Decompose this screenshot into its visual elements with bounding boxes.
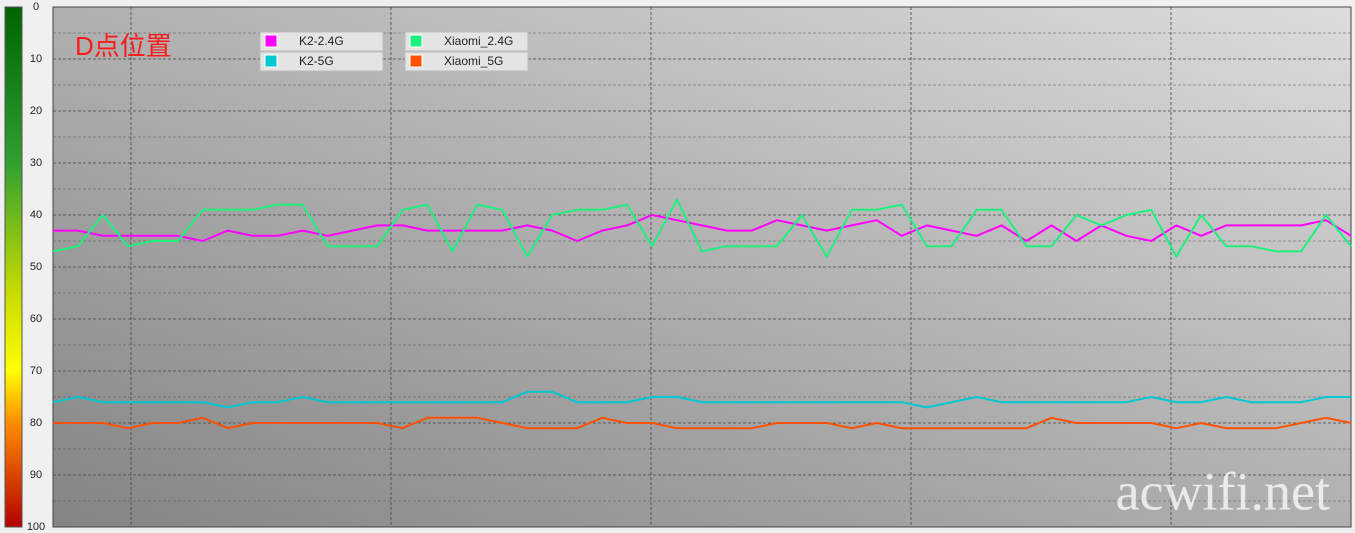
legend-entry bbox=[404, 31, 529, 52]
legend-label: K2-2.4G bbox=[299, 34, 344, 48]
y-tick-label: 100 bbox=[27, 521, 45, 533]
legend-swatch bbox=[409, 54, 423, 68]
watermark: acwifi.net bbox=[1116, 461, 1330, 521]
series-line bbox=[53, 214, 1352, 242]
lines bbox=[52, 198, 1352, 430]
legend-label: K2-5G bbox=[299, 54, 334, 68]
y-tick-label: 40 bbox=[30, 209, 42, 221]
y-tick-label: 0 bbox=[33, 1, 39, 13]
legend-label: Xiaomi_5G bbox=[444, 54, 503, 68]
legend-entry bbox=[404, 51, 529, 72]
y-tick-label: 10 bbox=[30, 53, 42, 65]
series-line bbox=[52, 198, 1352, 258]
y-tick-label: 20 bbox=[30, 105, 42, 117]
series-line bbox=[53, 416, 1352, 430]
legend-swatch bbox=[264, 34, 278, 48]
legend-entry bbox=[259, 31, 384, 52]
legend-entry bbox=[259, 51, 384, 72]
y-tick-label: 50 bbox=[30, 261, 42, 273]
legend: K2-2.4G K2-5G Xiaomi_2.4G Xiaomi_5G bbox=[259, 31, 529, 72]
plot-area bbox=[52, 6, 1352, 528]
signal-scale bbox=[4, 6, 23, 528]
y-tick-label: 70 bbox=[30, 365, 42, 377]
legend-swatch bbox=[409, 34, 423, 48]
y-tick-label: 60 bbox=[30, 313, 42, 325]
series-line bbox=[52, 390, 1351, 409]
y-tick-label: 80 bbox=[30, 417, 42, 429]
chart-title: D点位置 bbox=[75, 31, 172, 61]
y-tick-label: 90 bbox=[30, 469, 42, 481]
y-tick-label: 30 bbox=[30, 157, 42, 169]
legend-swatch bbox=[264, 54, 278, 68]
legend-label: Xiaomi_2.4G bbox=[444, 34, 513, 48]
